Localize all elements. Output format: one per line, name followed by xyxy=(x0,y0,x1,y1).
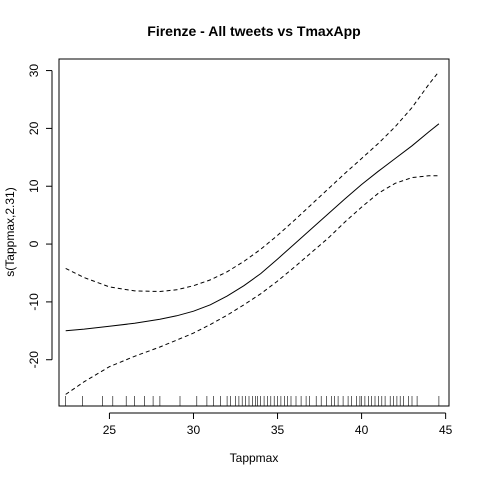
chart-title: Firenze - All tweets vs TmaxApp xyxy=(147,23,360,39)
fit-line xyxy=(65,123,440,332)
y-tick-label: 10 xyxy=(27,179,41,193)
y-tick-label: 20 xyxy=(27,121,41,135)
y-axis: -20 -10 0 10 20 30 xyxy=(27,64,53,369)
x-tick-label: 45 xyxy=(439,423,453,437)
x-tick-label: 25 xyxy=(103,423,117,437)
y-tick-label: -10 xyxy=(27,293,41,311)
y-tick-label: 30 xyxy=(27,64,41,78)
x-axis: 25 30 35 40 45 xyxy=(103,412,453,437)
x-tick-label: 40 xyxy=(355,423,369,437)
y-axis-label: s(Tappmax,2.31) xyxy=(3,187,17,276)
y-tick-label: 0 xyxy=(27,240,41,247)
x-tick-label: 35 xyxy=(271,423,285,437)
upper-line xyxy=(65,71,440,293)
x-tick-label: 30 xyxy=(187,423,201,437)
rug-layer xyxy=(65,396,440,406)
plot-frame xyxy=(58,58,450,407)
x-axis-label: Tappmax xyxy=(230,451,279,465)
y-tick-label: -20 xyxy=(27,351,41,369)
lower-line xyxy=(65,175,439,395)
series-layer xyxy=(65,71,440,395)
